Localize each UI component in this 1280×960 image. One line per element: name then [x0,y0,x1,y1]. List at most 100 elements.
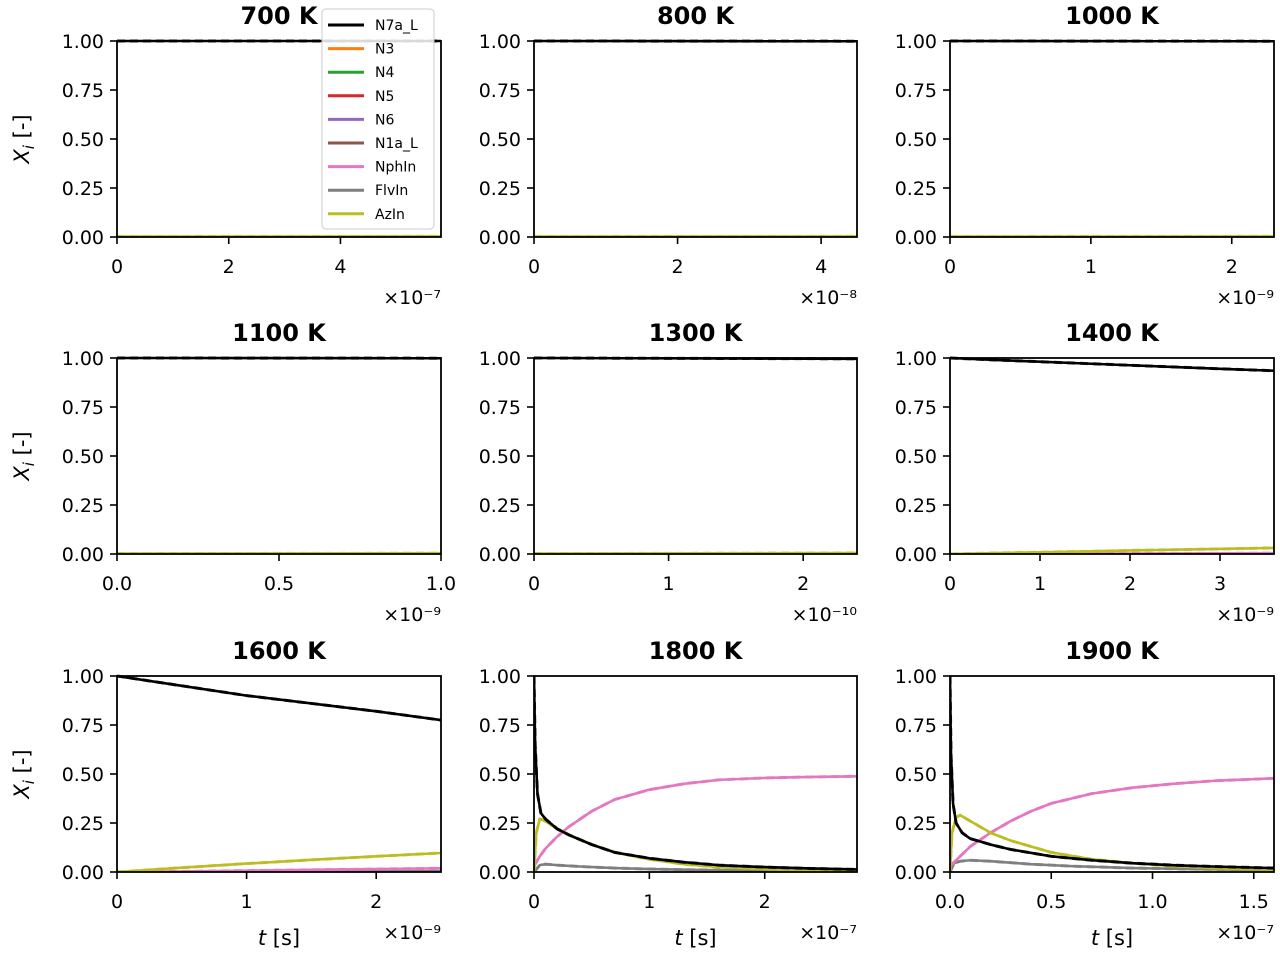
y-tick-label: 0.00 [479,544,521,566]
y-tick-label: 1.00 [62,666,104,688]
series-line-azin [950,546,1274,554]
y-tick-label: 1.00 [62,31,104,53]
x-tick-label: 2 [797,573,809,595]
axes-frame [116,675,442,873]
panel-700-k: 700 K 0.00 0.25 0.50 0.75 1.00 0 2 4 ×10⁻⁷ Xi [-] [10,2,442,309]
legend: N7a_L N3 N4 N5 N6 N1a_L NphIn FlvIn AzIn [321,8,435,230]
y-tick-label: 1.00 [895,666,937,688]
x-tick-label: 0 [528,256,540,278]
x-exponent-label: ×10⁻⁸ [799,287,857,309]
x-tick-label: 0 [111,256,123,278]
x-exponent-label: ×10⁻⁹ [1216,287,1274,309]
y-tick-label: 0.50 [479,129,521,151]
y-tick-label: 0.50 [62,764,104,786]
series-line-n7a-l [117,674,441,722]
series-line-azin [950,813,1274,872]
axes-frame [533,357,858,555]
y-tick-label: 0.25 [895,178,937,200]
series-line-nphin [534,775,857,867]
panel-1800-k: 1800 K 0.00 0.25 0.50 0.75 1.00 0 1 2 ×10⁻⁷ t [s] [479,637,858,950]
x-exponent-label: ×10⁻⁷ [1216,922,1274,944]
panel-title: 1600 K [232,637,327,665]
y-tick-label: 0.75 [62,80,104,102]
x-exponent-label: ×10⁻⁹ [383,604,441,626]
y-tick-label: 0.75 [895,715,937,737]
x-tick-label: 1 [643,891,655,913]
axes-frame [949,675,1275,873]
series-line-n7a-l [950,356,1274,373]
y-tick-label: 1.00 [895,348,937,370]
panel-800-k: 800 K 0.00 0.25 0.50 0.75 1.00 0 2 4 ×10⁻⁸ [479,2,858,309]
panel-1100-k: 1100 K 0.00 0.25 0.50 0.75 1.00 0.0 0.5 1.0 ×10⁻⁹… [10,319,456,626]
x-exponent-label: ×10⁻¹⁰ [792,604,857,626]
y-tick-label: 0.50 [895,129,937,151]
y-tick-label: 1.00 [895,31,937,53]
series-line-nphin [950,777,1274,868]
x-axis-label: t [s] [1091,926,1133,950]
y-tick-label: 0.50 [479,446,521,468]
axes-frame [533,675,858,873]
x-tick-label: 1 [241,891,253,913]
panel-title: 700 K [240,2,318,30]
x-tick-label: 1 [1085,256,1097,278]
legend-label: FlvIn [375,183,408,199]
y-tick-label: 0.00 [62,227,104,249]
panel-1000-k: 1000 K 0.00 0.25 0.50 0.75 1.00 0 1 2 ×10⁻⁹ [895,2,1275,309]
series-line-n7a-l [534,675,857,871]
x-tick-label: 0 [111,891,123,913]
y-tick-label: 0.00 [895,862,937,884]
x-tick-label: 0 [944,573,956,595]
axes-frame [949,40,1275,238]
y-tick-label: 0.75 [479,397,521,419]
y-tick-label: 0.00 [895,544,937,566]
y-tick-label: 1.00 [479,348,521,370]
y-tick-label: 1.00 [479,666,521,688]
y-tick-label: 0.25 [895,813,937,835]
x-exponent-label: ×10⁻⁹ [1216,604,1274,626]
y-tick-label: 1.00 [479,31,521,53]
x-tick-label: 2 [672,256,684,278]
x-tick-label: 2 [759,891,771,913]
y-tick-label: 0.75 [895,397,937,419]
x-tick-label: 1 [663,573,675,595]
y-tick-label: 0.25 [479,813,521,835]
y-tick-label: 1.00 [62,348,104,370]
panel-title: 1400 K [1065,319,1160,347]
y-axis-label: Xi [-] [10,114,38,164]
y-tick-label: 0.50 [895,764,937,786]
x-tick-label: 0 [528,891,540,913]
panel-title: 1900 K [1065,637,1160,665]
series-line-n7a-l [950,675,1274,870]
x-tick-label: 0.5 [1036,891,1066,913]
series-line-flvin [534,862,857,872]
panel-title: 1300 K [649,319,744,347]
legend-label: N3 [375,42,394,58]
panel-title: 1000 K [1065,2,1160,30]
y-tick-label: 0.25 [479,178,521,200]
x-axis-label: t [s] [258,926,300,950]
y-tick-label: 0.00 [479,862,521,884]
series-line-n7a-l-dashed [950,675,1274,870]
x-tick-label: 0.5 [264,573,294,595]
x-tick-label: 3 [1214,573,1226,595]
x-axis-label: t [s] [674,926,716,950]
x-tick-label: 4 [334,256,346,278]
axes-frame [949,357,1275,555]
x-exponent-label: ×10⁻⁹ [383,922,441,944]
y-tick-label: 0.25 [62,178,104,200]
legend-label: N1a_L [375,136,418,152]
x-tick-label: 1.0 [426,573,456,595]
panel-title: 1800 K [649,637,744,665]
series-line-azin-dashed [950,813,1274,872]
x-tick-label: 2 [223,256,235,278]
x-tick-label: 0 [528,573,540,595]
y-tick-label: 0.50 [479,764,521,786]
x-tick-label: 2 [370,891,382,913]
y-axis-label: Xi [-] [10,431,38,481]
x-tick-label: 1.5 [1239,891,1269,913]
y-tick-label: 0.25 [895,495,937,517]
y-tick-label: 0.50 [62,129,104,151]
panel-1300-k: 1300 K 0.00 0.25 0.50 0.75 1.00 0 1 2 ×10⁻¹⁰ [479,319,858,626]
legend-label: NphIn [375,160,416,176]
